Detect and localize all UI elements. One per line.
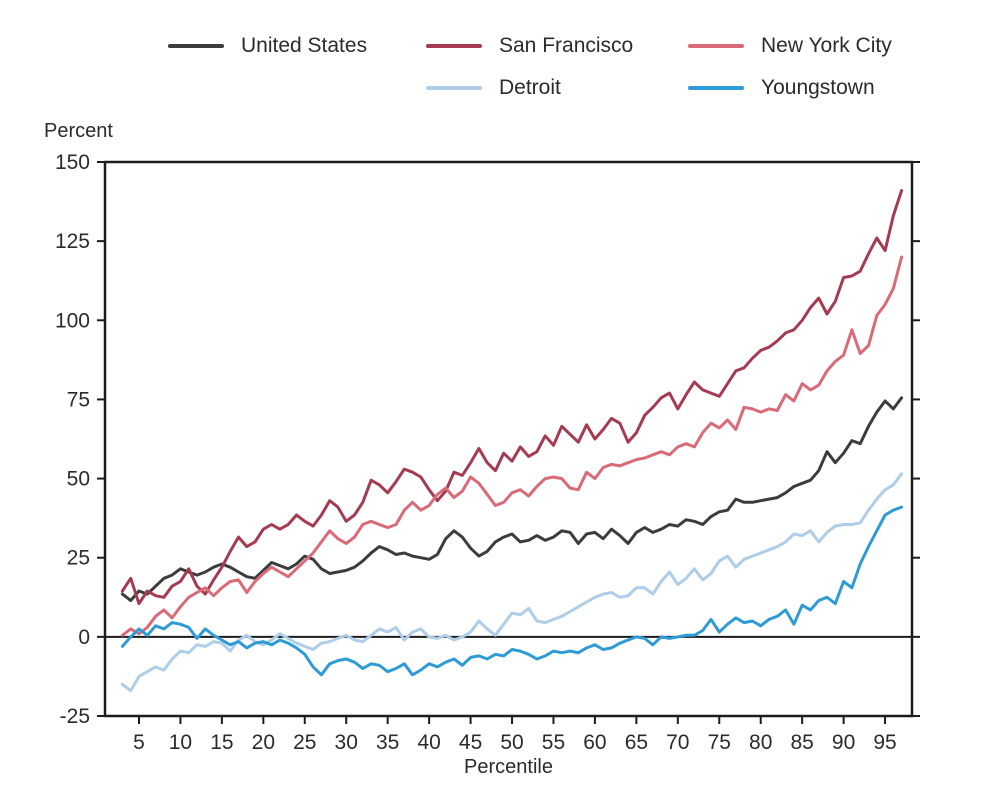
y-tick-label: 100 (55, 309, 90, 332)
x-tick-label: 90 (832, 731, 855, 754)
new-york-city-line-swatch (688, 44, 744, 48)
x-axis-title: Percentile (464, 756, 553, 778)
y-tick-label: 125 (55, 230, 90, 253)
legend-row-2: Detroit Youngstown (0, 76, 1000, 99)
line-united-states (120, 396, 904, 602)
line-san-francisco (120, 189, 904, 606)
united-states-line-swatch (168, 44, 224, 48)
line-detroit (120, 472, 904, 693)
y-tick-label: 0 (78, 626, 90, 649)
x-tick-label: 85 (790, 731, 813, 754)
x-tick-label: 75 (708, 731, 731, 754)
legend-item-detroit: Detroit (426, 76, 561, 99)
legend-label-san-francisco: San Francisco (499, 34, 634, 57)
x-tick-label: 50 (500, 731, 523, 754)
y-tick-label: 50 (67, 468, 90, 491)
legend-item-new-york-city: New York City (688, 34, 892, 57)
x-tick-label: 25 (293, 731, 316, 754)
legend-label-detroit: Detroit (499, 76, 561, 99)
detroit-line-swatch (426, 86, 482, 90)
x-tick-label: 95 (873, 731, 896, 754)
legend-label-united-states: United States (241, 34, 368, 57)
x-tick-label: 70 (666, 731, 689, 754)
y-tick-label: -25 (60, 705, 90, 728)
line-new-york-city (120, 255, 904, 637)
legend-item-youngstown: Youngstown (688, 76, 875, 99)
san-francisco-line-swatch (426, 44, 482, 48)
x-tick-label: 40 (417, 731, 440, 754)
x-tick-label: 45 (459, 731, 482, 754)
x-tick-label: 20 (252, 731, 275, 754)
x-tick-label: 60 (583, 731, 606, 754)
x-tick-label: 30 (335, 731, 358, 754)
legend-row-1: United States San Francisco New York Cit… (0, 34, 1000, 57)
line-youngstown (120, 505, 904, 677)
x-tick-label: 5 (133, 731, 145, 754)
legend-label-new-york-city: New York City (761, 34, 892, 57)
y-tick-label: 75 (67, 388, 90, 411)
y-axis-title: Percent (44, 120, 113, 142)
youngstown-line-swatch (688, 86, 744, 90)
x-tick-label: 65 (625, 731, 648, 754)
legend-item-united-states: United States (168, 34, 368, 57)
plot-border (103, 160, 914, 718)
x-tick-label: 80 (749, 731, 772, 754)
legend-label-youngstown: Youngstown (761, 76, 875, 99)
x-tick-label: 10 (169, 731, 192, 754)
x-tick-label: 55 (542, 731, 565, 754)
legend-item-san-francisco: San Francisco (426, 34, 634, 57)
y-tick-label: 150 (55, 151, 90, 174)
x-tick-label: 35 (376, 731, 399, 754)
y-tick-label: 25 (67, 547, 90, 570)
x-tick-label: 15 (210, 731, 233, 754)
